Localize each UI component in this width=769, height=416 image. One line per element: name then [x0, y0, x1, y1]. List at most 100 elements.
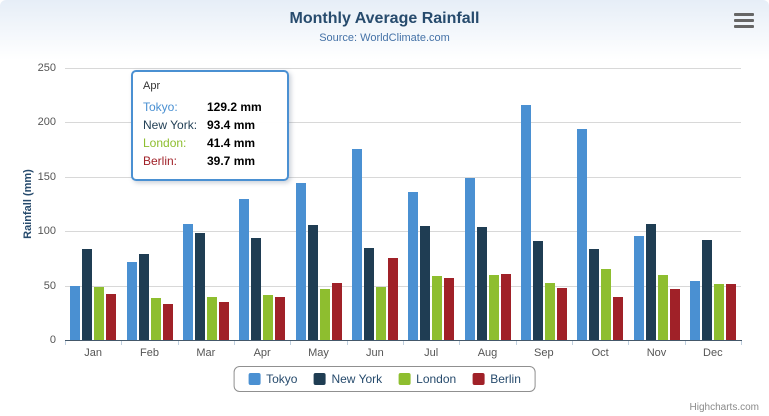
legend-item-london[interactable]: London [398, 372, 456, 386]
x-axis-label-may: May [308, 347, 329, 359]
legend-item-new-york[interactable]: New York [313, 372, 382, 386]
bar-london-aug[interactable] [488, 275, 499, 340]
gridline-50 [65, 285, 741, 287]
tooltip-series-label: Tokyo: [143, 100, 178, 114]
tooltip-row-berlin: Berlin: 39.7 mm [143, 152, 277, 170]
bar-london-jul[interactable] [432, 275, 443, 340]
bar-london-jan[interactable] [94, 286, 105, 340]
tooltip-series-value: 41.4 mm [207, 136, 256, 150]
bar-berlin-jul[interactable] [444, 277, 455, 340]
legend-swatch-new-york [313, 373, 326, 385]
bar-new-york-mar[interactable] [194, 232, 205, 340]
bar-london-sep[interactable] [544, 282, 555, 340]
bar-tokyo-apr[interactable] [239, 199, 250, 340]
bar-berlin-mar[interactable] [218, 302, 229, 340]
bar-tokyo-oct[interactable] [577, 128, 588, 340]
legend-swatch-tokyo [248, 373, 261, 385]
y-axis-label-0: 0 [49, 334, 56, 346]
bar-new-york-sep[interactable] [532, 240, 543, 340]
bar-tokyo-may[interactable] [295, 183, 306, 340]
bar-tokyo-dec[interactable] [689, 280, 700, 340]
x-axis-tick [403, 340, 404, 345]
bar-london-apr[interactable] [263, 294, 274, 340]
bar-tokyo-sep[interactable] [520, 104, 531, 340]
bar-tokyo-jul[interactable] [408, 192, 419, 340]
legend-item-tokyo[interactable]: Tokyo [248, 372, 297, 386]
bar-berlin-apr[interactable] [275, 296, 286, 340]
x-axis-tick [459, 340, 461, 345]
x-axis-line [65, 340, 742, 341]
legend-label-new-york: New York [331, 372, 383, 386]
bar-berlin-oct[interactable] [613, 297, 624, 340]
bar-new-york-jun[interactable] [363, 248, 374, 340]
tooltip-row-new-york: New York: 93.4 mm [143, 116, 277, 134]
bar-berlin-dec[interactable] [725, 284, 736, 340]
x-axis-tick [741, 340, 742, 345]
bar-london-may[interactable] [319, 288, 330, 340]
x-axis-label-dec: Dec [703, 347, 723, 359]
bar-berlin-jan[interactable] [106, 293, 117, 340]
bar-london-mar[interactable] [206, 297, 217, 340]
legend-item-berlin[interactable]: Berlin [472, 372, 521, 386]
x-axis-tick [65, 340, 66, 345]
bar-tokyo-mar[interactable] [182, 224, 193, 340]
x-axis-tick [234, 340, 235, 345]
legend-swatch-london [398, 373, 411, 385]
legend-swatch-berlin [472, 373, 485, 385]
hamburger-menu-icon[interactable] [734, 13, 754, 29]
bar-tokyo-aug[interactable] [464, 178, 475, 340]
x-axis-label-nov: Nov [646, 347, 667, 359]
x-axis-label-mar: Mar [196, 347, 216, 359]
bar-new-york-feb[interactable] [138, 254, 149, 340]
bar-new-york-nov[interactable] [645, 224, 656, 340]
chart-subtitle: Source: WorldClimate.com [319, 32, 450, 44]
bar-new-york-aug[interactable] [476, 226, 487, 340]
bar-london-nov[interactable] [657, 275, 668, 340]
tooltip-rows: Tokyo: 129.2 mm New York: 93.4 mm London: 41.… [143, 98, 277, 170]
bar-london-oct[interactable] [601, 269, 612, 340]
hamburger-line [734, 13, 754, 16]
tooltip-series-value: 129.2 mm [207, 100, 262, 114]
x-axis-label-aug: Aug [477, 347, 498, 359]
bar-berlin-feb[interactable] [162, 303, 173, 340]
tooltip: Apr Tokyo: 129.2 mm New York: 93.4 mm London… [131, 70, 289, 181]
bar-berlin-aug[interactable] [500, 274, 511, 340]
bar-london-feb[interactable] [150, 297, 161, 340]
tooltip-series-label: Berlin: [143, 154, 178, 168]
x-axis-tick [290, 340, 292, 345]
bar-new-york-dec[interactable] [701, 239, 712, 340]
tooltip-series-label: London: [143, 136, 187, 150]
tooltip-row-london: London: 41.4 mm [143, 134, 277, 152]
x-axis-tick [177, 340, 179, 345]
x-axis-tick [515, 340, 517, 345]
x-axis-label-jun: Jun [365, 347, 384, 359]
bar-tokyo-jun[interactable] [351, 148, 362, 340]
bar-tokyo-feb[interactable] [126, 262, 137, 340]
bar-tokyo-jan[interactable] [70, 285, 81, 340]
bar-new-york-may[interactable] [307, 224, 318, 340]
x-axis-label-oct: Oct [591, 347, 609, 359]
credits-link[interactable]: Highcharts.com [689, 402, 759, 413]
bar-new-york-jul[interactable] [420, 225, 431, 340]
bar-london-dec[interactable] [713, 284, 724, 340]
legend: Tokyo New York London Berlin [233, 366, 536, 392]
chart-title: Monthly Average Rainfall [289, 10, 480, 27]
hamburger-line [734, 19, 754, 22]
bar-tokyo-nov[interactable] [633, 235, 644, 340]
y-axis-label-100: 100 [37, 225, 56, 238]
bar-berlin-sep[interactable] [556, 288, 567, 340]
bar-new-york-oct[interactable] [589, 249, 600, 340]
bar-new-york-apr[interactable] [251, 238, 262, 340]
legend-label-london: London [416, 372, 457, 386]
bar-london-jun[interactable] [375, 287, 386, 340]
legend-label-tokyo: Tokyo [266, 372, 298, 386]
bar-new-york-jan[interactable] [82, 249, 93, 340]
bar-berlin-may[interactable] [331, 282, 342, 340]
bar-berlin-jun[interactable] [387, 257, 398, 340]
y-axis-label-50: 50 [43, 279, 56, 292]
gridline-150 [65, 176, 741, 178]
x-axis-tick [346, 340, 348, 345]
tooltip-series-value: 93.4 mm [207, 118, 256, 132]
x-axis-label-jan: Jan [84, 347, 103, 359]
bar-berlin-nov[interactable] [669, 289, 680, 340]
